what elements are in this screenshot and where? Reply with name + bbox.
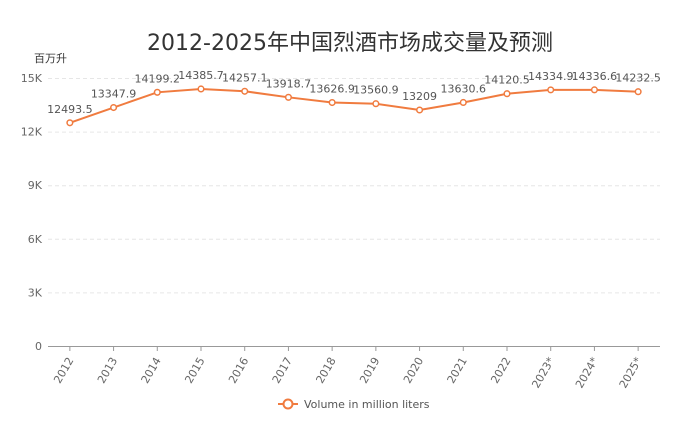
x-tick-label: 2023* — [529, 355, 557, 391]
x-tick-label: 2020 — [401, 355, 426, 386]
x-tick-label: 2014 — [139, 355, 164, 386]
y-tick-label: 6K — [28, 233, 43, 246]
data-labels: 12493.5 13347.9 14199.214385.714257.113918… — [47, 69, 661, 116]
x-tick-label: 2019 — [357, 355, 382, 386]
legend-label: Volume in million liters — [304, 398, 430, 411]
y-tick-label: 0 — [35, 340, 42, 353]
data-label: 14257.1 — [222, 71, 268, 84]
data-point[interactable] — [328, 98, 336, 107]
x-tick-label: 2016 — [226, 355, 251, 386]
data-point[interactable] — [634, 88, 642, 96]
x-tick-label: 2017 — [270, 355, 295, 386]
x-tick-label: 2024* — [573, 355, 601, 391]
x-tick-label: 2018 — [313, 355, 338, 386]
data-point[interactable] — [197, 85, 205, 93]
data-label: 14334.9 — [528, 70, 574, 83]
y-axis-ticks: 0 3K 6K 9K 12K 15K — [21, 72, 43, 353]
data-point[interactable] — [110, 103, 118, 112]
legend[interactable]: Volume in million liters — [278, 398, 430, 411]
y-tick-label: 9K — [28, 179, 43, 192]
data-point[interactable] — [547, 86, 555, 94]
y-axis-unit-label: 百万升 — [34, 52, 67, 65]
data-point[interactable] — [372, 100, 380, 108]
data-point[interactable] — [416, 106, 424, 114]
x-tick-label: 2021 — [445, 355, 470, 386]
x-tick-label: 2025* — [617, 355, 645, 391]
series-line — [69, 87, 639, 124]
data-point[interactable] — [153, 88, 161, 96]
data-point[interactable] — [66, 119, 74, 127]
y-tick-label: 3K — [28, 286, 43, 299]
data-point[interactable] — [590, 86, 598, 94]
data-point[interactable] — [459, 98, 467, 107]
chart-title: 2012-2025年中国烈酒市场成交量及预测 — [147, 31, 553, 56]
data-label: 14385.7 — [178, 69, 224, 82]
data-label: 13626.9 — [309, 83, 355, 96]
x-tick-label: 2022 — [488, 355, 513, 386]
series-volume — [66, 85, 642, 127]
data-label: 14120.5 — [484, 74, 530, 87]
data-point[interactable] — [503, 90, 511, 98]
data-label: 13918.7 — [266, 77, 312, 90]
y-tick-label: 15K — [21, 72, 43, 85]
data-label: 13347.9 — [91, 88, 137, 101]
y-tick-label: 12K — [21, 126, 43, 139]
data-label: 13630.6 — [441, 82, 487, 95]
data-label: 14199.2 — [135, 72, 181, 85]
data-point[interactable] — [284, 93, 292, 101]
x-tick-label: 2015 — [182, 355, 207, 386]
x-tick-label: 2012 — [51, 355, 76, 386]
data-label: 13209 — [402, 90, 437, 103]
grid-lines — [48, 78, 660, 294]
data-label: 12493.5 — [47, 103, 93, 116]
data-point[interactable] — [241, 87, 249, 95]
x-axis-ticks: 2012 2013 2014 2015 2016 2017 2018 2019 2020 2021… — [51, 346, 645, 391]
data-label: 14232.5 — [615, 72, 661, 85]
x-tick-label: 2013 — [95, 355, 120, 386]
data-label: 14336.6 — [572, 70, 618, 83]
legend-dot-marker — [282, 398, 294, 410]
data-label: 13560.9 — [353, 84, 399, 97]
